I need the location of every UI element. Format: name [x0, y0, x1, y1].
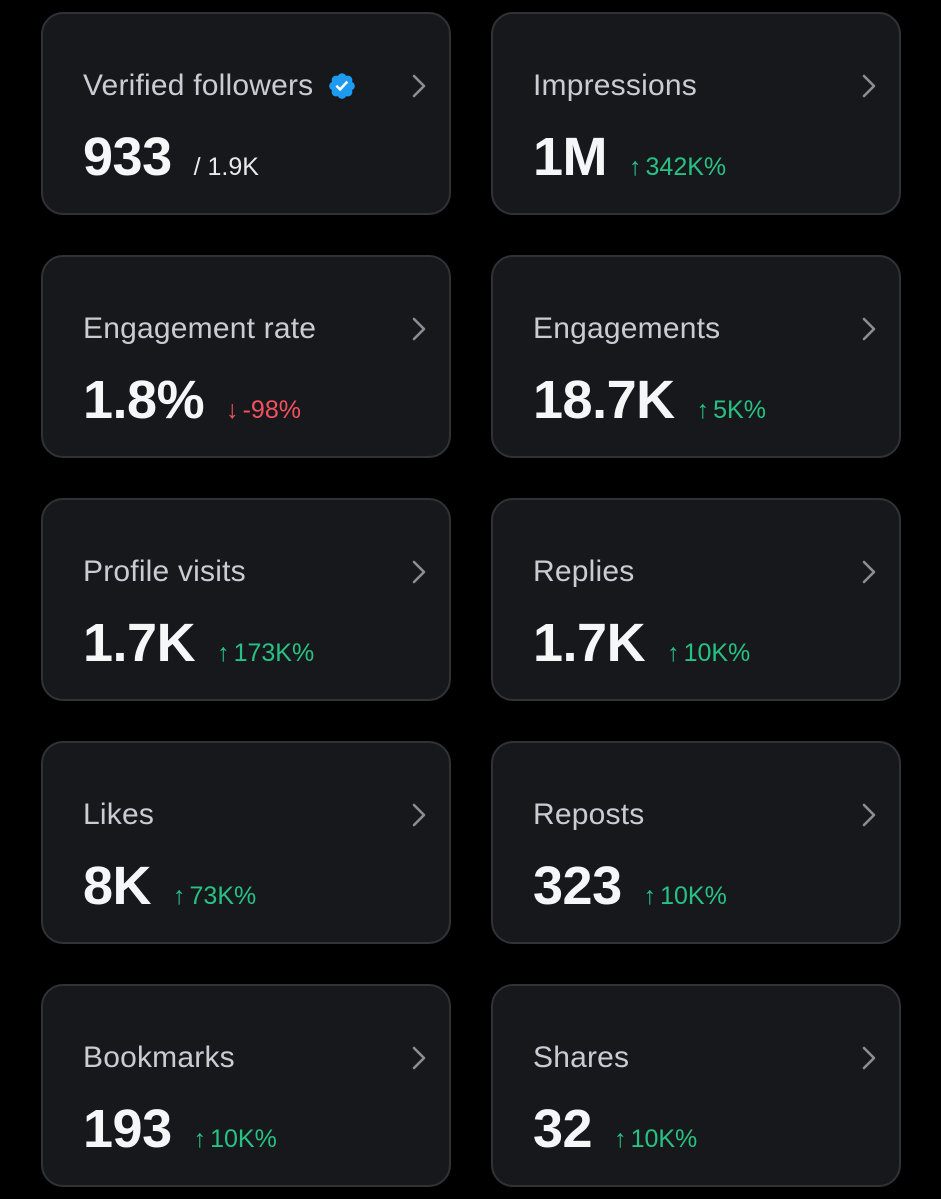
card-delta: ↑ 173K% [217, 639, 314, 668]
card-delta: ↑ 10K% [667, 639, 750, 668]
arrow-up-icon: ↑ [193, 1125, 207, 1153]
card-value: 323 [533, 856, 622, 916]
card-engagement-rate[interactable]: Engagement rate 1.8% ↓ -98% [41, 255, 451, 458]
arrow-up-icon: ↑ [614, 1125, 627, 1153]
chevron-right-icon [412, 317, 426, 341]
card-value: 1.8% [83, 370, 205, 430]
arrow-down-icon: ↓ [226, 396, 239, 424]
card-label: Engagement rate [83, 312, 317, 345]
card-replies[interactable]: Replies 1.7K ↑ 10K% [491, 498, 901, 701]
arrow-up-icon: ↑ [217, 639, 230, 667]
chevron-right-icon [862, 74, 876, 98]
card-value-row: 323 ↑ 10K% [533, 855, 727, 917]
card-value-row: 1.7K ↑ 10K% [533, 612, 750, 674]
card-value-row: 933 / 1.9K [83, 126, 259, 188]
chevron-right-icon [862, 1046, 876, 1070]
card-value-row: 18.7K ↑ 5K% [533, 369, 766, 431]
card-value-row: 1.8% ↓ -98% [83, 369, 301, 431]
card-value-row: 1M ↑ 342K% [533, 126, 726, 188]
card-label: Engagements [533, 312, 721, 345]
chevron-right-icon [412, 560, 426, 584]
delta-value: 10K% [683, 639, 751, 667]
card-delta: ↓ -98% [226, 396, 301, 425]
card-label: Bookmarks [83, 1041, 235, 1074]
card-header: Shares [533, 1038, 629, 1078]
card-value-row: 8K ↑ 73K% [83, 855, 256, 917]
card-label: Impressions [533, 69, 697, 102]
card-label: Likes [83, 798, 155, 831]
card-bookmarks[interactable]: Bookmarks 193 ↑ 10K% [41, 984, 451, 1187]
card-label: Replies [533, 555, 635, 588]
delta-value: 10K% [210, 1125, 277, 1153]
card-header: Profile visits [83, 552, 246, 592]
arrow-up-icon: ↑ [643, 882, 657, 910]
card-delta: ↑ 10K% [644, 882, 727, 911]
card-value: 8K [83, 856, 152, 916]
arrow-up-icon: ↑ [667, 639, 680, 667]
card-label: Profile visits [83, 555, 246, 588]
card-value: 1.7K [83, 613, 196, 673]
card-header: Likes [83, 795, 154, 835]
delta-value: 342K% [645, 153, 727, 181]
card-value: 18.7K [533, 370, 675, 430]
card-delta: ↑ 342K% [629, 153, 726, 182]
chevron-right-icon [862, 803, 876, 827]
card-header: Engagement rate [83, 309, 316, 349]
card-shares[interactable]: Shares 32 ↑ 10K% [491, 984, 901, 1187]
delta-value: -98% [242, 396, 301, 424]
card-header: Replies [533, 552, 634, 592]
delta-value: 10K% [630, 1125, 698, 1153]
delta-value: 73K% [189, 882, 257, 910]
analytics-grid: Verified followers 933 / 1.9K Impression… [41, 12, 901, 1187]
card-value: 1M [533, 127, 608, 187]
card-profile-visits[interactable]: Profile visits 1.7K ↑ 173K% [41, 498, 451, 701]
arrow-up-icon: ↑ [173, 882, 186, 910]
card-delta: ↑ 10K% [194, 1125, 277, 1154]
card-delta: ↑ 10K% [614, 1125, 697, 1154]
arrow-up-icon: ↑ [696, 396, 710, 424]
delta-value: 5K% [713, 396, 766, 424]
card-value: 933 [83, 127, 172, 187]
card-value: 32 [533, 1099, 593, 1159]
card-value-row: 1.7K ↑ 173K% [83, 612, 314, 674]
card-impressions[interactable]: Impressions 1M ↑ 342K% [491, 12, 901, 215]
chevron-right-icon [862, 317, 876, 341]
card-value-row: 32 ↑ 10K% [533, 1098, 697, 1160]
card-label: Reposts [533, 798, 645, 831]
chevron-right-icon [412, 74, 426, 98]
card-header: Verified followers [83, 66, 357, 106]
card-engagements[interactable]: Engagements 18.7K ↑ 5K% [491, 255, 901, 458]
card-reposts[interactable]: Reposts 323 ↑ 10K% [491, 741, 901, 944]
verified-badge-icon [327, 71, 357, 101]
card-label: Shares [533, 1041, 630, 1074]
card-value: 193 [83, 1099, 172, 1159]
card-value-row: 193 ↑ 10K% [83, 1098, 277, 1160]
chevron-right-icon [412, 1046, 426, 1070]
arrow-up-icon: ↑ [629, 153, 642, 181]
card-verified-followers[interactable]: Verified followers 933 / 1.9K [41, 12, 451, 215]
delta-value: 173K% [233, 639, 315, 667]
card-total: / 1.9K [193, 153, 259, 181]
card-header: Impressions [533, 66, 697, 106]
card-header: Reposts [533, 795, 644, 835]
card-value: 1.7K [533, 613, 646, 673]
card-delta: ↑ 5K% [697, 396, 766, 425]
card-likes[interactable]: Likes 8K ↑ 73K% [41, 741, 451, 944]
card-delta: ↑ 73K% [173, 882, 256, 911]
card-label: Verified followers [83, 69, 314, 102]
delta-value: 10K% [660, 882, 727, 910]
card-header: Bookmarks [83, 1038, 235, 1078]
chevron-right-icon [412, 803, 426, 827]
card-header: Engagements [533, 309, 720, 349]
chevron-right-icon [862, 560, 876, 584]
